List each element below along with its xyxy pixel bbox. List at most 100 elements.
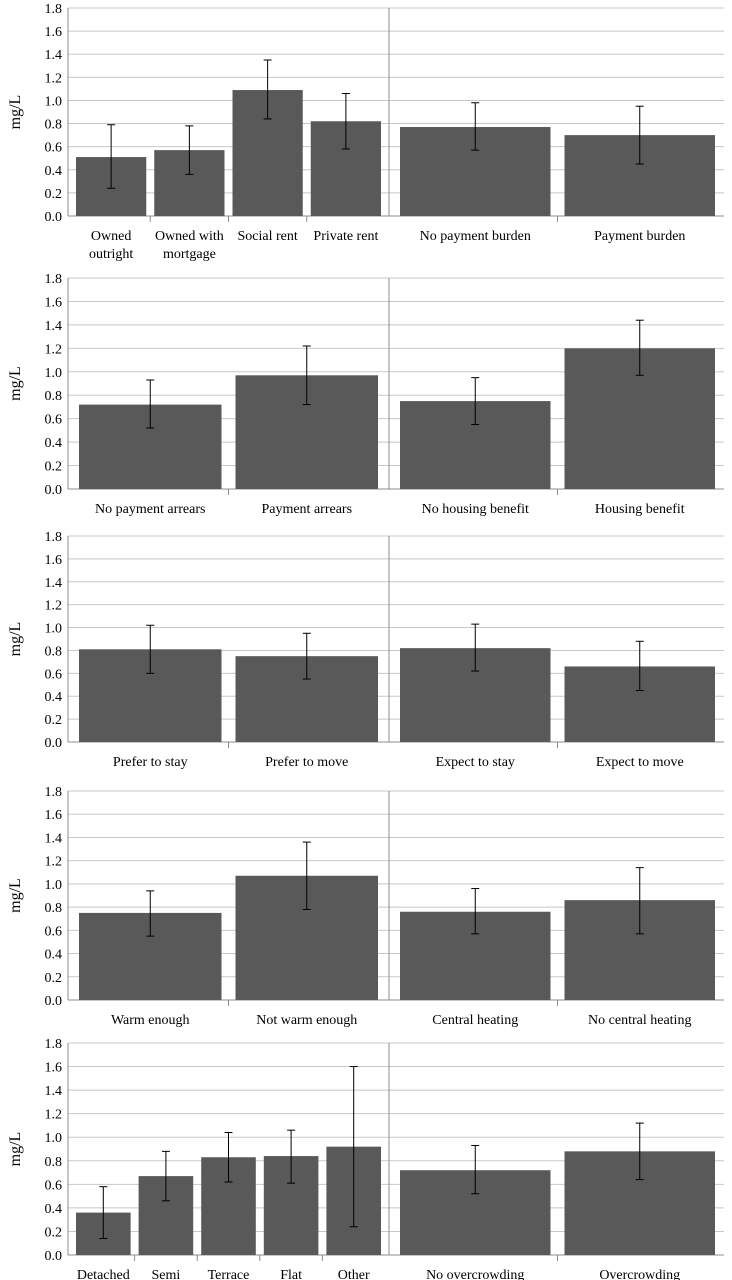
category-label-line: Owned [91, 229, 131, 244]
chart-panel-5: 0.0 0.2 0.4 0.6 0.8 1.0 1.2 1.4 1.6 1.8 mg/L Detach… [7, 1037, 724, 1280]
y-tick-label: 1.8 [45, 530, 63, 545]
y-tick-label: 0.4 [45, 164, 63, 179]
category-label: Not warm enough [256, 1013, 357, 1028]
y-tick-label: 0.6 [45, 667, 63, 682]
y-tick-label: 0.2 [45, 713, 63, 728]
y-tick-label: 0.8 [45, 389, 63, 404]
category-label: Expect to stay [436, 755, 515, 770]
y-tick-label: 1.2 [45, 599, 63, 614]
category-label: No central heating [588, 1013, 691, 1028]
category-label: Central heating [432, 1013, 518, 1028]
y-tick-label: 1.2 [45, 342, 63, 357]
category-label: Payment burden [594, 229, 685, 244]
category-label-line: No central heating [588, 1013, 691, 1028]
y-axis-label: mg/L [7, 1132, 24, 1167]
y-tick-label: 0.0 [45, 994, 63, 1009]
y-tick-label: 0.8 [45, 644, 63, 659]
category-label: Warm enough [111, 1013, 190, 1028]
category-label-line: Semi [152, 1268, 181, 1280]
category-label-line: Warm enough [111, 1013, 190, 1028]
category-label: No payment arrears [95, 502, 205, 517]
y-tick-label: 0.6 [45, 924, 63, 939]
category-label-line: Terrace [208, 1268, 250, 1280]
y-tick-label: 1.4 [45, 831, 63, 846]
category-label: Overcrowding [599, 1268, 680, 1280]
category-label: Payment arrears [261, 502, 352, 517]
y-tick-label: 0.2 [45, 187, 63, 202]
category-label: Flat [280, 1268, 302, 1280]
y-tick-label: 0.8 [45, 118, 63, 133]
y-tick-label: 0.4 [45, 690, 63, 705]
category-label-line: Other [338, 1268, 370, 1280]
y-tick-label: 1.8 [45, 1037, 63, 1052]
y-tick-label: 0.8 [45, 1155, 63, 1170]
category-label-line: Private rent [313, 229, 378, 244]
category-label-line: Expect to move [596, 755, 684, 770]
y-axis-label: mg/L [7, 95, 24, 130]
category-label-line: Not warm enough [256, 1013, 357, 1028]
category-label-line: Payment arrears [261, 502, 352, 517]
y-tick-label: 0.0 [45, 210, 63, 225]
y-tick-label: 1.0 [45, 366, 63, 381]
y-tick-label: 1.6 [45, 553, 63, 568]
category-label: Owned outright [89, 229, 133, 262]
category-label: No payment burden [420, 229, 531, 244]
y-tick-label: 1.4 [45, 48, 63, 63]
category-label-line: No payment arrears [95, 502, 205, 517]
y-tick-label: 1.6 [45, 808, 63, 823]
y-tick-label: 1.4 [45, 576, 63, 591]
y-tick-label: 1.0 [45, 878, 63, 893]
y-tick-label: 0.8 [45, 901, 63, 916]
y-tick-label: 0.6 [45, 1178, 63, 1193]
y-tick-label: 1.4 [45, 319, 63, 334]
y-tick-label: 1.2 [45, 855, 63, 870]
category-label-line: Flat [280, 1268, 302, 1280]
y-tick-label: 0.4 [45, 436, 63, 451]
y-tick-label: 1.6 [45, 25, 63, 40]
category-label: Prefer to move [265, 755, 348, 770]
category-label-line: No payment burden [420, 229, 531, 244]
category-label-line: Prefer to move [265, 755, 348, 770]
y-tick-label: 1.8 [45, 785, 63, 800]
category-label: No overcrowding [426, 1268, 524, 1280]
y-tick-label: 1.2 [45, 71, 63, 86]
y-tick-label: 0.2 [45, 1225, 63, 1240]
category-label: Prefer to stay [113, 755, 188, 770]
category-label-line: Social rent [237, 229, 297, 244]
y-tick-label: 0.0 [45, 736, 63, 751]
chart-panel-2: 0.0 0.2 0.4 0.6 0.8 1.0 1.2 1.4 1.6 1.8 mg/L No pay… [7, 272, 724, 517]
category-label: Expect to move [596, 755, 684, 770]
category-label: Other [338, 1268, 370, 1280]
y-tick-label: 0.4 [45, 948, 63, 963]
category-label-line: Expect to stay [436, 755, 515, 770]
chart-panel-4: 0.0 0.2 0.4 0.6 0.8 1.0 1.2 1.4 1.6 1.8 mg/L Warm e… [7, 785, 724, 1028]
category-label: Terrace [208, 1268, 250, 1280]
y-tick-label: 1.0 [45, 622, 63, 637]
y-tick-label: 1.8 [45, 2, 63, 17]
chart-panel-3: 0.0 0.2 0.4 0.6 0.8 1.0 1.2 1.4 1.6 1.8 mg/L Prefer… [7, 530, 724, 770]
y-tick-label: 1.0 [45, 94, 63, 109]
category-label-line: Owned with [155, 229, 224, 244]
y-tick-label: 0.0 [45, 1249, 63, 1264]
y-tick-label: 0.2 [45, 460, 63, 475]
category-label-line: Central heating [432, 1013, 518, 1028]
y-tick-label: 0.2 [45, 971, 63, 986]
category-label: Housing benefit [595, 502, 685, 517]
category-label-line: Payment burden [594, 229, 685, 244]
category-label: Semi [152, 1268, 181, 1280]
y-tick-label: 1.0 [45, 1131, 63, 1146]
category-label-line: Overcrowding [599, 1268, 680, 1280]
category-label-line: No overcrowding [426, 1268, 524, 1280]
category-label-line: No housing benefit [422, 502, 529, 517]
y-axis-label: mg/L [7, 366, 24, 401]
y-axis-label: mg/L [7, 878, 24, 913]
category-label-line: Prefer to stay [113, 755, 188, 770]
y-tick-label: 0.6 [45, 413, 63, 428]
y-tick-label: 0.4 [45, 1202, 63, 1217]
y-tick-label: 1.8 [45, 272, 63, 287]
y-tick-label: 1.6 [45, 1061, 63, 1076]
chart-panel-1: 0.0 0.2 0.4 0.6 0.8 1.0 1.2 1.4 1.6 1.8 mg/L Owned o… [7, 2, 724, 262]
y-tick-label: 1.4 [45, 1084, 63, 1099]
y-tick-label: 1.6 [45, 295, 63, 310]
y-tick-label: 0.6 [45, 141, 63, 156]
